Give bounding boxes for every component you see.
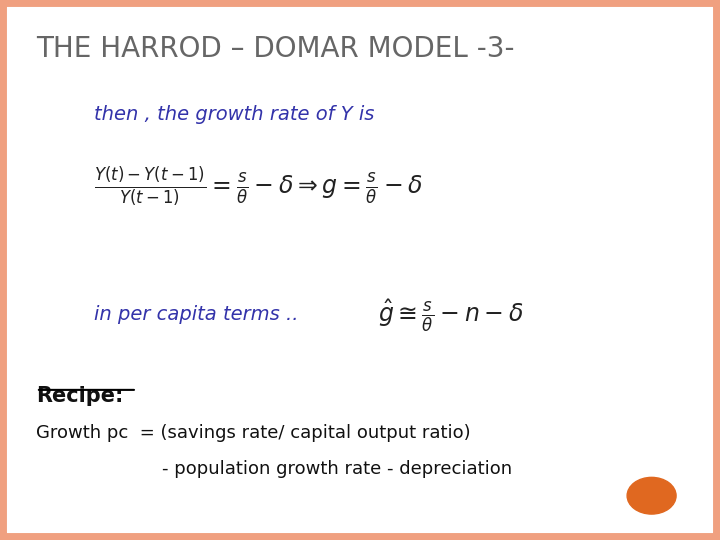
Text: $\frac{Y(t)-Y(t-1)}{Y(t-1)} = \frac{s}{\theta} - \delta \Rightarrow g = \frac{s}: $\frac{Y(t)-Y(t-1)}{Y(t-1)} = \frac{s}{\…	[94, 165, 423, 208]
Text: in per capita terms ..: in per capita terms ..	[94, 305, 298, 324]
Circle shape	[627, 477, 676, 514]
Text: then , the growth rate of Y is: then , the growth rate of Y is	[94, 105, 374, 124]
Text: - population growth rate - depreciation: - population growth rate - depreciation	[162, 460, 512, 478]
Text: Growth pc  = (savings rate/ capital output ratio): Growth pc = (savings rate/ capital outpu…	[36, 424, 471, 442]
Text: $\hat{g} \cong \frac{s}{\theta} - n - \delta$: $\hat{g} \cong \frac{s}{\theta} - n - \d…	[378, 298, 523, 334]
Text: THE HARROD – DOMAR MODEL -3-: THE HARROD – DOMAR MODEL -3-	[36, 35, 515, 63]
Text: Recipe:: Recipe:	[36, 386, 123, 406]
